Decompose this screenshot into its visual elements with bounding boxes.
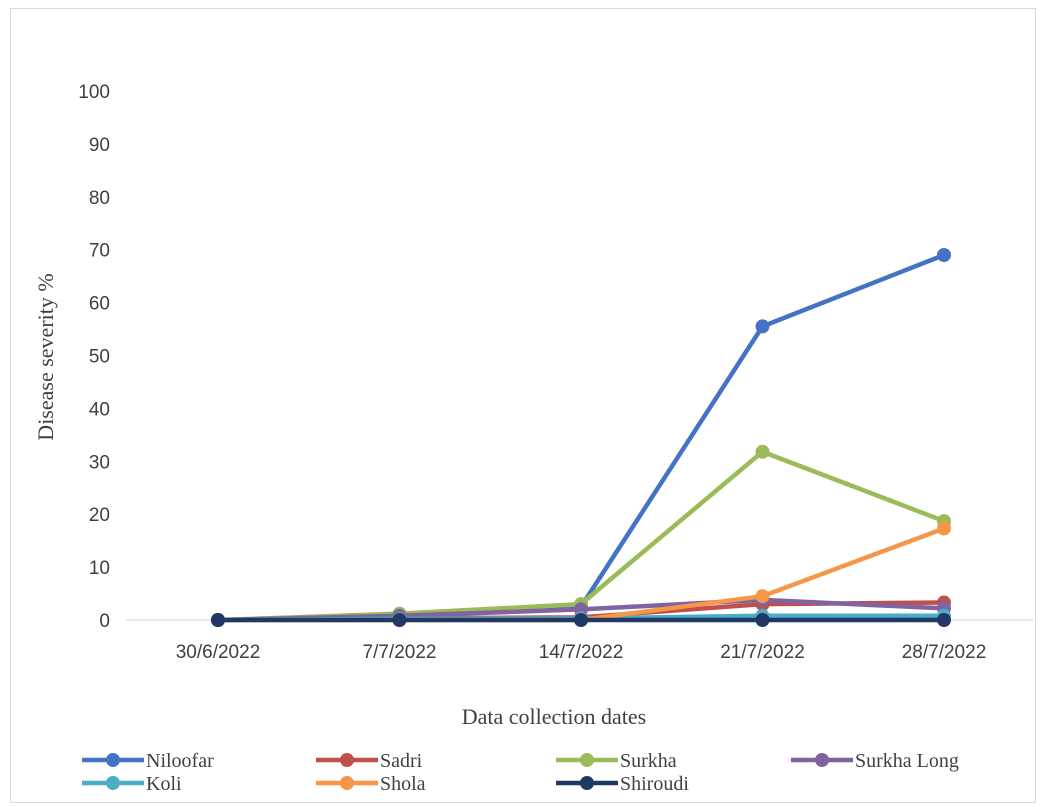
- line-chart: 0 10 20 30 40 50 60 70 80 90 100 30/6/2022 7/7/2022…: [33, 82, 1033, 795]
- legend-marker: [815, 753, 829, 767]
- data-point: [755, 589, 770, 604]
- data-point: [755, 319, 770, 334]
- legend-marker: [106, 776, 120, 790]
- series-niloofar: [211, 247, 951, 627]
- y-tick-label: 10: [89, 558, 110, 579]
- legend-label: Niloofar: [146, 750, 214, 772]
- legend-marker: [580, 776, 594, 790]
- y-axis-title: Disease severity %: [33, 273, 58, 440]
- x-tick-label: 30/6/2022: [176, 642, 261, 663]
- y-tick-label: 90: [89, 135, 110, 156]
- data-point: [937, 521, 951, 536]
- series-group: [211, 247, 951, 627]
- data-point: [755, 613, 770, 627]
- data-point: [755, 444, 770, 459]
- legend-marker: [340, 776, 354, 790]
- y-tick-label: 40: [89, 399, 110, 420]
- y-tick-label: 100: [78, 82, 110, 103]
- y-tick-label: 80: [89, 188, 110, 209]
- series-line: [217, 252, 945, 623]
- data-point: [937, 247, 951, 262]
- legend-marker: [106, 753, 120, 767]
- legend-item: Shiroudi: [556, 773, 689, 795]
- chart-frame: 0 10 20 30 40 50 60 70 80 90 100 30/6/2022 7/7/2022…: [10, 8, 1036, 803]
- x-tick-label: 7/7/2022: [363, 642, 437, 663]
- legend-label: Sadri: [380, 750, 423, 772]
- y-tick-label: 70: [89, 241, 110, 262]
- x-tick-label: 21/7/2022: [720, 642, 805, 663]
- y-tick-label: 50: [89, 347, 110, 368]
- legend-label: Surkha: [620, 750, 677, 772]
- legend-marker: [340, 753, 354, 767]
- series-line: [217, 449, 945, 623]
- data-point: [574, 613, 588, 627]
- y-tick-label: 60: [89, 294, 110, 315]
- series-surkha: [211, 444, 951, 627]
- legend-item: Niloofar: [82, 750, 214, 772]
- x-axis-ticks: 30/6/2022 7/7/2022 14/7/2022 21/7/2022 28/7/…: [176, 642, 987, 663]
- legend-label: Shiroudi: [620, 773, 689, 795]
- y-tick-label: 0: [99, 611, 110, 632]
- legend-item: Surkha Long: [791, 750, 959, 772]
- legend-item: Koli: [82, 773, 182, 795]
- x-tick-label: 28/7/2022: [902, 642, 987, 663]
- legend: Niloofar Sadri Surkha Surkha Long Koli Shola S…: [82, 750, 959, 795]
- data-point: [937, 613, 951, 627]
- legend-item: Sadri: [316, 750, 423, 772]
- x-axis-title: Data collection dates: [462, 704, 646, 729]
- legend-item: Surkha: [556, 750, 677, 772]
- x-tick-label: 14/7/2022: [539, 642, 624, 663]
- y-axis-ticks: 0 10 20 30 40 50 60 70 80 90 100: [78, 82, 110, 632]
- series-shiroudi: [211, 613, 951, 627]
- legend-label: Koli: [146, 773, 182, 795]
- legend-label: Surkha Long: [855, 750, 959, 772]
- legend-item: Shola: [316, 773, 426, 795]
- y-tick-label: 30: [89, 452, 110, 473]
- data-point: [392, 613, 407, 627]
- y-tick-label: 20: [89, 505, 110, 526]
- data-point: [211, 613, 225, 627]
- legend-label: Shola: [380, 773, 426, 795]
- legend-marker: [580, 753, 594, 767]
